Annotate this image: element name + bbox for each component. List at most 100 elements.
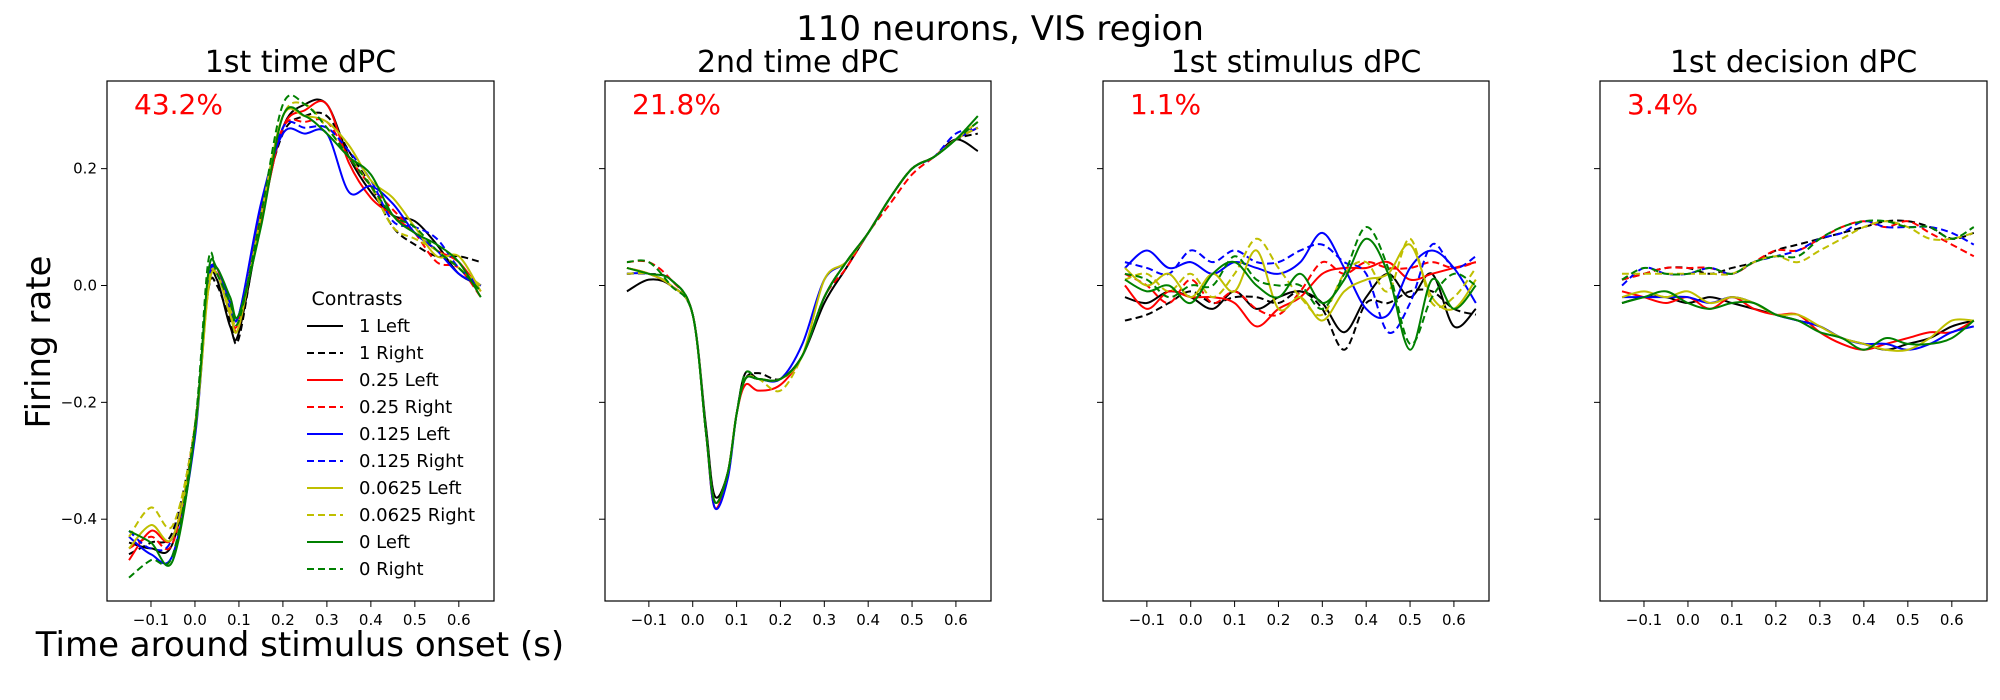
series-line	[626, 126, 979, 511]
legend-item: 0.25 Right	[307, 397, 452, 418]
legend-label: 0.125 Left	[359, 424, 450, 445]
legend-item: 0 Right	[307, 559, 424, 580]
panel-title: 1st stimulus dPC	[1171, 45, 1422, 80]
series-line	[1621, 220, 1975, 281]
series-line	[626, 121, 979, 504]
series-line	[1124, 237, 1477, 317]
legend-label: 0 Left	[359, 532, 410, 553]
series-line	[1621, 290, 1974, 352]
x-tick-label: −0.1	[1129, 611, 1165, 629]
series-lines	[128, 94, 482, 579]
legend-label: 0.0625 Left	[359, 478, 462, 499]
x-tick-label: 0.5	[403, 611, 427, 629]
series-line	[1124, 237, 1477, 351]
x-tick-label: 0.0	[1676, 611, 1700, 629]
variance-explained-label: 43.2%	[134, 88, 223, 121]
x-tick-label: 0.4	[856, 611, 880, 629]
series-line	[626, 121, 979, 504]
axes-frame	[1599, 80, 1988, 602]
series-line	[626, 126, 979, 504]
x-tick-label: −0.1	[631, 611, 667, 629]
x-tick-label: 0.4	[1852, 611, 1876, 629]
y-tick-label: −0.4	[61, 510, 97, 528]
series-line	[626, 115, 979, 504]
x-tick-label: 0.6	[1442, 611, 1466, 629]
series-line	[1124, 226, 1477, 345]
legend-label: 0.0625 Right	[359, 505, 475, 526]
legend-item: 0 Left	[307, 532, 410, 553]
panel-title: 1st decision dPC	[1670, 45, 1917, 80]
x-tick-label: 0.3	[1310, 611, 1334, 629]
legend-label: 0.25 Left	[359, 370, 439, 391]
axes-frame	[1102, 80, 1490, 602]
x-tick-label: −0.1	[1626, 611, 1662, 629]
x-tick-label: 0.4	[359, 611, 383, 629]
x-tick-label: 0.6	[944, 611, 968, 629]
legend-item: 0.25 Left	[307, 370, 439, 391]
figure-suptitle: 110 neurons, VIS region	[796, 9, 1204, 49]
legend-label: 0.125 Right	[359, 451, 464, 472]
series-line	[626, 132, 979, 504]
x-tick-label: 0.4	[1354, 611, 1378, 629]
legend-item: 0.125 Right	[307, 451, 464, 472]
axes-frame	[106, 80, 495, 602]
x-tick-label: 0.5	[1398, 611, 1422, 629]
series-lines	[1621, 219, 1975, 352]
series-line	[128, 106, 482, 567]
axes-frame	[604, 80, 992, 602]
chart-panels: 1st time dPC −0.1 0.0 0.1 0.2 0.3 0.4 0.5 0.6 −0.…	[61, 45, 1988, 629]
x-tick-label: 0.6	[447, 611, 471, 629]
series-line	[626, 126, 979, 504]
legend: Contrasts 1 Left 1 Right 0.25 Left 0.25 Righ…	[307, 288, 475, 580]
series-line	[1621, 295, 1975, 351]
variance-explained-label: 1.1%	[1130, 88, 1201, 121]
series-line	[1124, 231, 1477, 319]
variance-explained-label: 21.8%	[632, 88, 721, 121]
x-tick-label: −0.1	[133, 611, 169, 629]
chart-panel: 1st decision dPC −0.1 0.0 0.1 0.2 0.3 0.4 0.5 0.…	[1594, 45, 1988, 629]
legend-item: 1 Left	[307, 316, 410, 337]
series-line	[1124, 242, 1477, 334]
series-line	[626, 126, 979, 504]
x-tick-label: 0.2	[271, 611, 295, 629]
panel-title: 1st time dPC	[205, 45, 396, 80]
series-line	[626, 126, 979, 510]
series-lines	[626, 115, 979, 511]
legend-label: 1 Right	[359, 343, 424, 364]
legend-item: 0.0625 Right	[307, 505, 475, 526]
series-lines	[1124, 226, 1477, 351]
y-tick-label: 0.0	[73, 276, 97, 294]
figure-xlabel: Time around stimulus onset (s)	[35, 625, 564, 665]
series-line	[1621, 219, 1975, 281]
x-tick-label: 0.3	[315, 611, 339, 629]
panel-title: 2nd time dPC	[697, 45, 899, 80]
x-tick-label: 0.6	[1940, 611, 1964, 629]
legend-item: 0.125 Left	[307, 424, 450, 445]
x-tick-label: 0.1	[725, 611, 749, 629]
x-tick-label: 0.1	[1223, 611, 1247, 629]
legend-title: Contrasts	[311, 288, 402, 310]
x-tick-label: 0.1	[227, 611, 251, 629]
x-tick-label: 0.0	[681, 611, 705, 629]
series-line	[626, 138, 979, 499]
legend-label: 0.25 Right	[359, 397, 452, 418]
series-line	[1124, 243, 1477, 322]
x-tick-label: 0.0	[1179, 611, 1203, 629]
series-line	[1621, 220, 1975, 287]
x-tick-label: 0.2	[1764, 611, 1788, 629]
legend-item: 0.0625 Left	[307, 478, 462, 499]
chart-panel: 1st time dPC −0.1 0.0 0.1 0.2 0.3 0.4 0.5 0.6 −0.…	[61, 45, 495, 629]
legend-label: 0 Right	[359, 559, 424, 580]
x-tick-label: 0.3	[1808, 611, 1832, 629]
y-tick-label: 0.2	[73, 160, 97, 178]
x-tick-label: 0.2	[769, 611, 793, 629]
y-tick-label: −0.2	[61, 393, 97, 411]
series-line	[128, 101, 482, 538]
x-tick-label: 0.3	[812, 611, 836, 629]
legend-label: 1 Left	[359, 316, 410, 337]
series-line	[128, 94, 482, 579]
x-tick-label: 0.5	[1896, 611, 1920, 629]
series-line	[1124, 260, 1477, 317]
x-tick-label: 0.1	[1720, 611, 1744, 629]
